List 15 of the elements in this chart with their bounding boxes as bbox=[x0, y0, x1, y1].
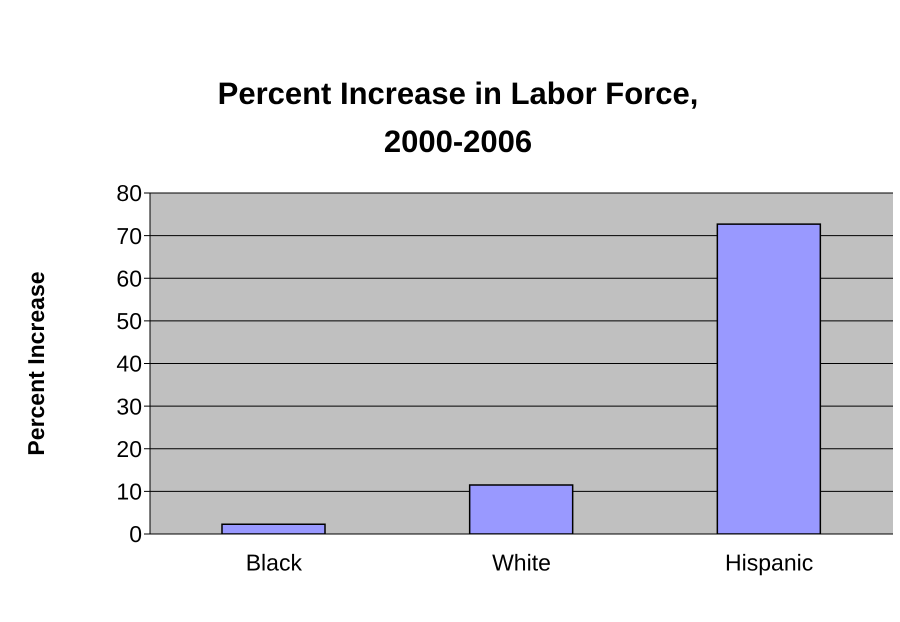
y-tick-label: 60 bbox=[116, 265, 142, 292]
y-tick-label: 70 bbox=[116, 222, 142, 249]
y-tick-label: 10 bbox=[116, 478, 142, 505]
bar bbox=[221, 523, 326, 534]
x-tick-label: White bbox=[492, 549, 551, 576]
x-tick-label: Black bbox=[246, 549, 302, 576]
y-tick-label: 50 bbox=[116, 308, 142, 334]
y-axis-title: Percent Increase bbox=[23, 271, 50, 456]
y-tick-label: 0 bbox=[129, 521, 142, 548]
y-tick-label: 80 bbox=[116, 180, 142, 206]
y-tick-label: 20 bbox=[116, 436, 142, 462]
x-tick-label: Hispanic bbox=[725, 549, 814, 576]
chart-title: Percent Increase in Labor Force, 2000-2006 bbox=[216, 75, 700, 161]
y-tick-label: 40 bbox=[116, 350, 142, 377]
y-tick-label: 30 bbox=[116, 393, 142, 420]
